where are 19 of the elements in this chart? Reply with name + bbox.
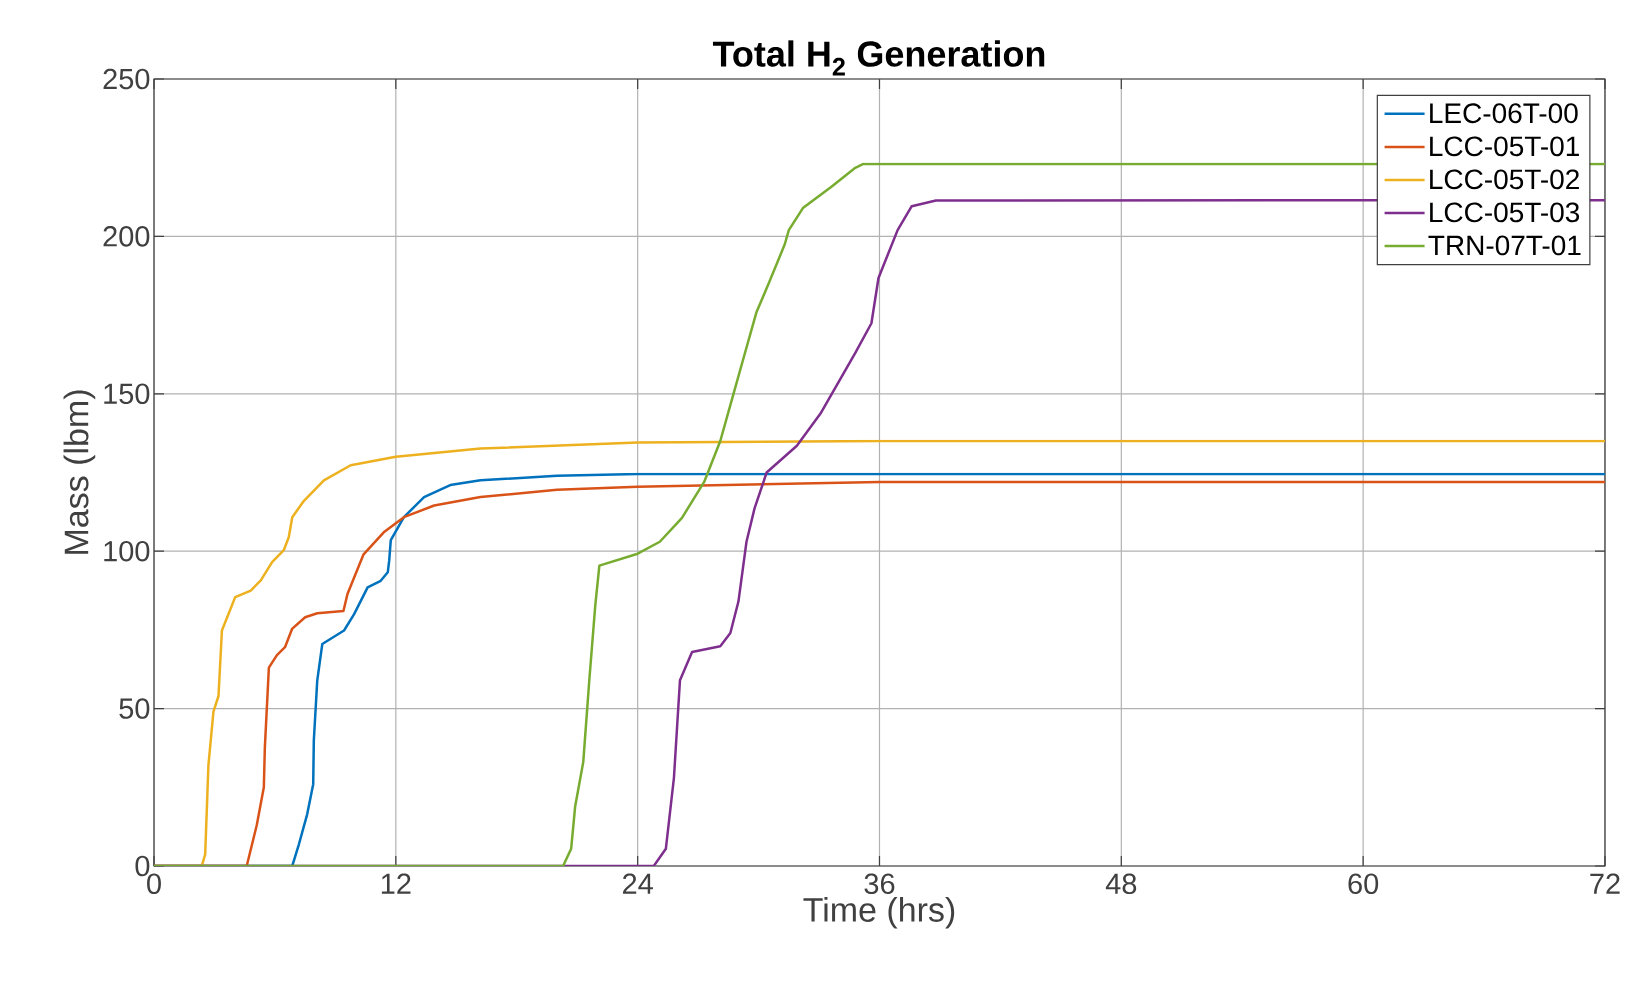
x-tick-label: 72 (1590, 873, 1620, 894)
x-tick-label: 12 (381, 873, 411, 894)
chart-title: Total H$_{2}$ Generation (712, 40, 1045, 76)
x-tick-label: 24 (622, 873, 653, 894)
x-tick-label: 36 (864, 873, 895, 895)
legend-label: LCC-05T-03 (1430, 202, 1580, 223)
legend-label: LCC-05T-02 (1430, 169, 1579, 190)
y-axis-title: Mass (lbm) (63, 390, 96, 554)
y-tick-label: 200 (103, 226, 150, 247)
y-tick-label: 100 (104, 540, 150, 562)
x-tick-label: 60 (1348, 873, 1379, 895)
x-tick-label: 48 (1105, 873, 1137, 895)
legend-label: TRN-07T-01 (1428, 235, 1581, 256)
legend-label: LEC-06T-00 (1430, 103, 1578, 124)
x-axis-title: Time (hrs) (803, 896, 955, 929)
y-tick-label: 50 (119, 698, 150, 719)
legend-label: LCC-05T-01 (1430, 136, 1579, 157)
y-tick-label: 150 (104, 383, 150, 405)
y-tick-label: 250 (103, 68, 150, 90)
